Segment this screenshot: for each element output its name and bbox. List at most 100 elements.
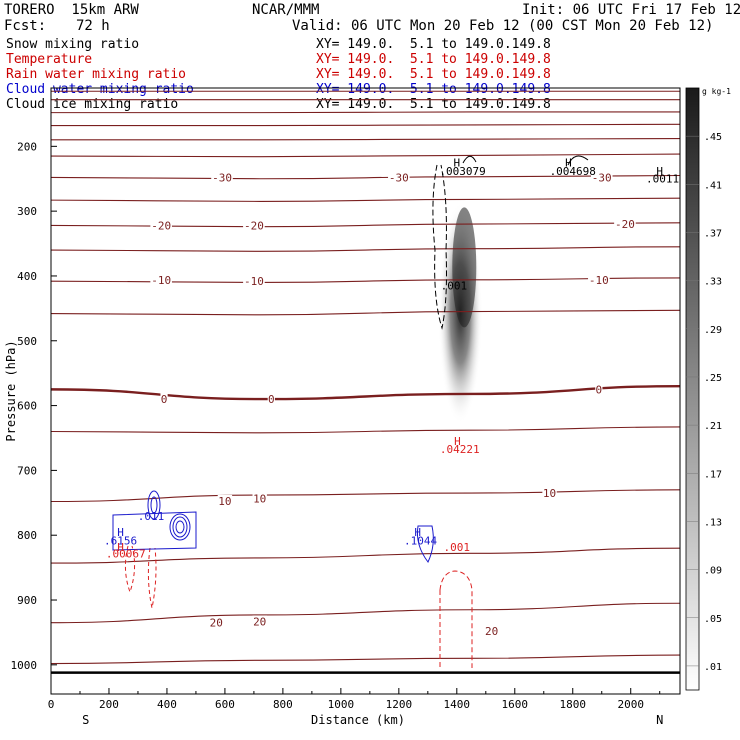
isotherm-label: 0 bbox=[596, 383, 603, 396]
contour-annotation: .011 bbox=[138, 510, 165, 523]
center-title: NCAR/MMM bbox=[252, 2, 320, 18]
colorbar-level: .05 bbox=[704, 614, 722, 625]
isotherm-label: -30 bbox=[212, 171, 232, 184]
cloud-water-core-ring bbox=[150, 496, 158, 514]
legend-snow-label: Snow mixing ratio bbox=[6, 37, 140, 52]
isotherm-label: 0 bbox=[268, 393, 275, 406]
x-tick-label: 1000 bbox=[328, 698, 355, 711]
y-tick-label: 200 bbox=[17, 140, 37, 153]
isotherm-m35 bbox=[51, 153, 680, 158]
legend-cloud-ice-xy: XY= 149.0. 5.1 to 149.0.149.8 bbox=[316, 97, 551, 112]
direction-north: N bbox=[656, 713, 663, 727]
isotherm-label-bg bbox=[267, 393, 275, 405]
contour-annotation: .1044 bbox=[404, 534, 437, 547]
cloud-water-core-ring bbox=[147, 490, 161, 520]
isotherm-5 bbox=[51, 426, 680, 434]
isotherm-m5 bbox=[51, 309, 680, 316]
isotherm-m50 bbox=[51, 111, 680, 114]
isotherm-label: -20 bbox=[244, 219, 264, 232]
y-tick-label: 300 bbox=[17, 205, 37, 218]
isotherm-label-bg bbox=[209, 616, 224, 628]
y-tick-label: 1000 bbox=[11, 659, 38, 672]
isotherm-m30 bbox=[51, 174, 680, 180]
isotherm-label: 20 bbox=[210, 617, 223, 630]
colorbar-level: .17 bbox=[704, 469, 722, 480]
cloud-water-contour-central bbox=[417, 525, 434, 563]
contour-annotation: .004698 bbox=[550, 165, 596, 178]
legend-temperature-xy: XY= 149.0. 5.1 to 149.0.149.8 bbox=[316, 52, 551, 67]
legend-snow-xy: XY= 149.0. 5.1 to 149.0.149.8 bbox=[316, 37, 551, 52]
colorbar-level: .37 bbox=[704, 228, 722, 239]
colorbar: .01 .05 .09 .13 .17 .21 .25 .29 .33 .37 .41 .45 g kg… bbox=[685, 87, 731, 691]
legend-cloud-ice-label: Cloud ice mixing ratio bbox=[6, 97, 179, 112]
isotherm-label: 20 bbox=[485, 625, 498, 638]
cloud-ice-contour bbox=[432, 164, 447, 330]
isotherm-label-bg bbox=[150, 219, 172, 231]
colorbar-level: .29 bbox=[704, 325, 722, 336]
isotherm-25 bbox=[51, 654, 680, 665]
rain-contour-west bbox=[124, 545, 157, 609]
hydrometeor-contours bbox=[112, 155, 589, 668]
contour-annotation: .0011 bbox=[646, 173, 679, 186]
isotherm-label-bg bbox=[588, 273, 610, 285]
isotherm-20 bbox=[51, 602, 680, 624]
valid-time: Valid: 06 UTC Mon 20 Feb 12 (00 CST Mon … bbox=[292, 18, 714, 34]
isotherm-label-bg bbox=[484, 625, 499, 637]
isotherm-m15 bbox=[51, 246, 680, 252]
cloud-water-core-ring bbox=[172, 516, 188, 538]
isotherm-10 bbox=[51, 489, 680, 503]
contour-annotation: H bbox=[414, 526, 421, 539]
isotherm-label-bg bbox=[542, 487, 557, 499]
colorbar-level: .09 bbox=[704, 566, 722, 577]
direction-south: S bbox=[82, 713, 89, 727]
isotherm-label-bg bbox=[252, 492, 267, 504]
isotherm-label-bg bbox=[614, 218, 636, 230]
contour-annotation: .04221 bbox=[440, 443, 480, 456]
y-tick-label: 600 bbox=[17, 400, 37, 413]
legend-rain-label: Rain water mixing ratio bbox=[6, 67, 187, 82]
x-tick-label: 0 bbox=[48, 698, 55, 711]
cloud-water-core-ring bbox=[169, 513, 191, 541]
snow-shade-core bbox=[452, 207, 477, 328]
contour-annotation: H bbox=[656, 165, 663, 178]
isotherm-label-bg bbox=[243, 219, 265, 231]
x-axis-label: Distance (km) bbox=[311, 713, 405, 727]
isotherm-label-bg bbox=[150, 273, 172, 285]
y-tick-label: 800 bbox=[17, 529, 37, 542]
isotherm-label: -30 bbox=[592, 171, 612, 184]
x-tick-label: 200 bbox=[99, 698, 119, 711]
colorbar-level: .33 bbox=[704, 277, 722, 288]
isotherm-label: -10 bbox=[151, 274, 171, 287]
isotherm-m45 bbox=[51, 123, 680, 127]
snow-shading bbox=[438, 202, 483, 425]
colorbar-unit: g kg-1 bbox=[702, 87, 731, 96]
colorbar-bar bbox=[685, 87, 700, 691]
cloud-water-outer bbox=[112, 511, 197, 551]
legend-cloud-water-label: Cloud water mixing ratio bbox=[6, 82, 194, 97]
rain-contour-main bbox=[439, 570, 473, 668]
isotherm-m40 bbox=[51, 138, 680, 141]
contour-annotation: .003079 bbox=[439, 165, 485, 178]
x-tick-label: 1600 bbox=[502, 698, 529, 711]
isotherm-label-bg bbox=[160, 393, 168, 405]
model-title: TORERO 15km ARW bbox=[4, 2, 139, 18]
isotherm-label: -20 bbox=[151, 219, 171, 232]
y-tick-label: 400 bbox=[17, 270, 37, 283]
isotherm-label-bg bbox=[590, 171, 613, 183]
isotherm-label-bg bbox=[252, 615, 267, 627]
contour-annotation: .00067 bbox=[106, 547, 146, 560]
fcst-value: 72 h bbox=[76, 18, 110, 34]
legend-rain-xy: XY= 149.0. 5.1 to 149.0.149.8 bbox=[316, 67, 551, 82]
colorbar-level: .45 bbox=[704, 132, 722, 143]
isotherm-label-bg bbox=[595, 383, 603, 395]
contour-annotation: H bbox=[117, 526, 124, 539]
isotherm-label-bg bbox=[243, 275, 265, 287]
isotherm-label-bg bbox=[211, 171, 233, 183]
isotherm-0 bbox=[51, 384, 680, 401]
legend-temperature-label: Temperature bbox=[6, 52, 93, 67]
colorbar-level: .01 bbox=[704, 662, 722, 673]
isotherm-label: 10 bbox=[253, 492, 266, 505]
colorbar-level: .21 bbox=[704, 421, 722, 432]
